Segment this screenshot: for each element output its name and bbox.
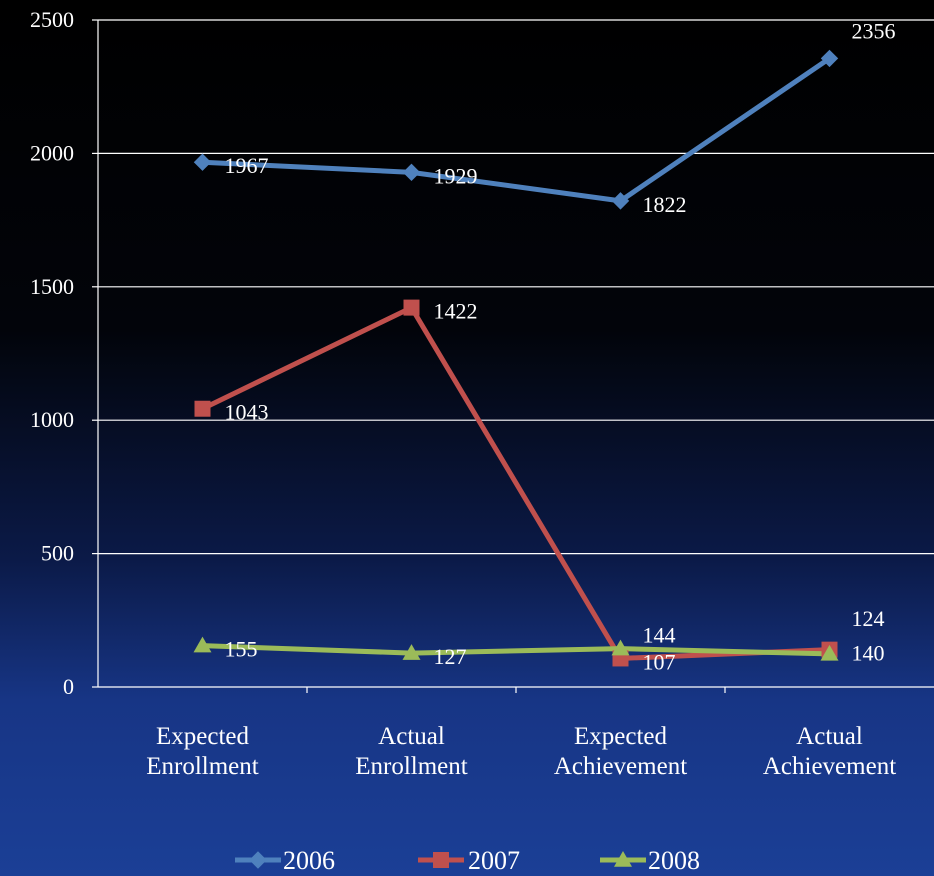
- data-label-2006: 1822: [643, 192, 687, 217]
- data-point-2006: [820, 49, 839, 68]
- data-labels: 1967 1929 1822 2356 1043 1422 107 140 155 127 144 1…: [225, 18, 896, 674]
- data-point-2006: [193, 153, 212, 171]
- y-tick-label: 2000: [30, 140, 74, 165]
- series-line-2006: [200, 55, 832, 204]
- data-point-2007: [194, 400, 211, 417]
- legend-marker-2006: [249, 851, 267, 869]
- y-tick-label: 1500: [30, 274, 74, 299]
- series-line-2007: [200, 305, 832, 661]
- data-label-2008: 127: [434, 644, 467, 669]
- data-point-2008: [611, 639, 630, 656]
- legend-label-2007: 2007: [468, 846, 520, 875]
- data-label-2006: 1929: [434, 163, 478, 188]
- data-label-2006: 2356: [852, 18, 896, 43]
- x-tick-label: Expected Achievement: [554, 723, 687, 780]
- gridlines: [98, 19, 934, 555]
- y-tick-label: 2500: [30, 7, 74, 32]
- data-label-2007: 1422: [434, 299, 478, 324]
- data-label-2007: 140: [852, 641, 885, 666]
- x-tick-label: Expected Enrollment: [146, 723, 259, 780]
- data-point-2007: [403, 299, 420, 316]
- x-tick-label: Actual Achievement: [763, 723, 896, 780]
- legend: 2006 2007 2008: [235, 846, 700, 875]
- series-lines: [200, 55, 832, 661]
- data-label-2008: 155: [225, 637, 258, 662]
- data-point-2006: [611, 192, 630, 210]
- legend-marker-2007: [433, 852, 449, 868]
- y-tick-label: 1000: [30, 407, 74, 432]
- axes: [92, 19, 934, 693]
- legend-label-2008: 2008: [648, 846, 700, 875]
- y-tick-label: 0: [63, 674, 74, 699]
- series-line-2008: [200, 643, 832, 657]
- x-tick-label: Actual Enrollment: [355, 723, 468, 780]
- data-label-2006: 1967: [225, 153, 269, 178]
- legend-label-2006: 2006: [283, 846, 335, 875]
- x-axis-tick-labels: Expected Enrollment Actual Enrollment Expect…: [146, 723, 896, 780]
- legend-marker-2008: [614, 851, 632, 867]
- series-markers: [193, 49, 839, 667]
- data-point-2006: [402, 163, 421, 182]
- data-label-2008: 124: [852, 606, 885, 631]
- data-point-2008: [193, 636, 212, 653]
- data-label-2008: 144: [643, 623, 676, 648]
- y-axis-tick-labels: 0 500 1000 1500 2000 2500: [30, 7, 74, 699]
- data-label-2007: 1043: [225, 400, 269, 425]
- y-tick-label: 500: [41, 541, 74, 566]
- data-point-2008: [402, 644, 421, 660]
- data-point-2008: [820, 644, 839, 661]
- data-label-2007: 107: [643, 649, 676, 674]
